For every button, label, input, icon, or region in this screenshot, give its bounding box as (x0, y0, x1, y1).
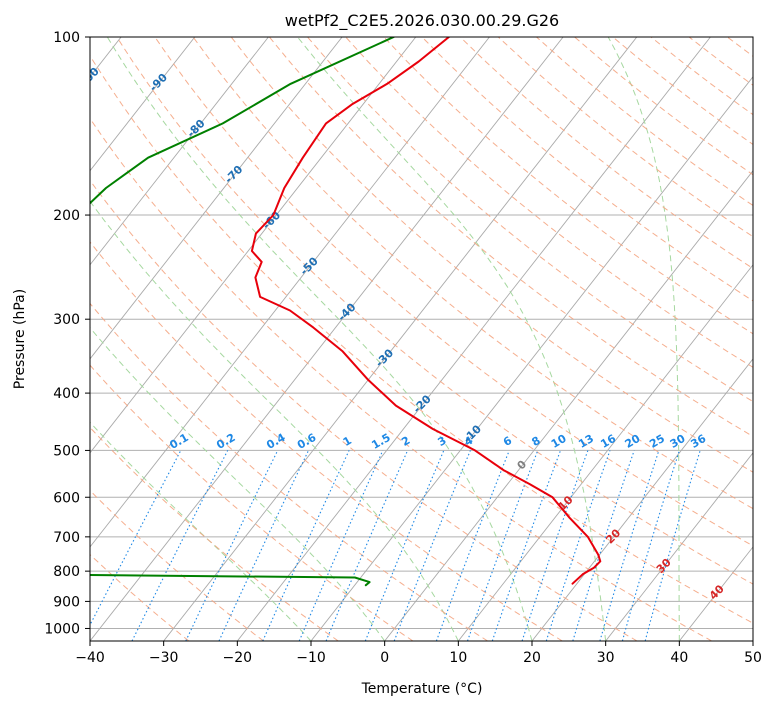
mixing-ratio-line (572, 450, 635, 641)
mixing-ratio-line (521, 450, 589, 641)
isotherm-line (163, 37, 638, 641)
isotherm-line (90, 37, 417, 454)
y-tick-label: 1000 (44, 621, 80, 637)
pressure-gridlines (90, 37, 753, 629)
x-tick-label: 20 (523, 650, 541, 666)
mixing-ratio-line (131, 450, 229, 641)
moist-adiabat (90, 200, 459, 641)
dry-adiabat (90, 117, 712, 641)
dry-adiabat (90, 179, 638, 641)
dry-adiabat (90, 426, 339, 641)
mixing-ratio-line (364, 450, 445, 641)
y-axis-ticks: 1000 900 800 700 600 500 400 300 200 100 (44, 30, 90, 637)
x-tick-label: 10 (449, 650, 467, 666)
y-tick-label: 400 (53, 386, 80, 402)
x-tick-label: 40 (670, 650, 688, 666)
dry-adiabat (90, 241, 563, 641)
dry-adiabat (230, 37, 753, 473)
y-tick-label: 300 (53, 312, 80, 328)
moist-adiabat (90, 421, 312, 641)
dewpoint-line (90, 37, 395, 587)
x-tick-label: 50 (744, 650, 762, 666)
isotherm-line (90, 37, 196, 172)
mixing-ratio-line (298, 450, 384, 641)
x-tick-label: −20 (223, 650, 253, 666)
y-tick-label: 200 (53, 208, 80, 224)
x-axis-label: Temperature (°C) (361, 681, 483, 697)
isotherm-lines (90, 37, 753, 641)
mixing-ratio-lines (90, 450, 701, 641)
isotherm-line (605, 452, 753, 641)
mixing-ratio-line (599, 450, 660, 641)
dry-adiabat (90, 302, 488, 641)
mixing-ratio-line (545, 450, 611, 641)
mixing-ratio-line (262, 450, 350, 641)
dry-adiabat (90, 364, 414, 641)
y-tick-label: 700 (53, 530, 80, 546)
x-tick-label: 30 (597, 650, 615, 666)
x-axis-ticks: −40 −30 −20 −10 0 10 20 30 40 50 (75, 641, 762, 666)
plot-area (90, 37, 753, 641)
dry-adiabat (90, 54, 753, 624)
mixing-ratio-line (644, 450, 701, 641)
dry-adiabat (90, 553, 190, 641)
dry-adiabat (154, 37, 753, 547)
mixing-ratio-line (466, 450, 539, 641)
y-tick-label: 100 (53, 30, 80, 46)
isotherm-line (531, 358, 753, 641)
chart-title: wetPf2_C2E5.2026.030.00.29.G26 (285, 11, 559, 31)
y-axis-label: Pressure (hPa) (12, 289, 28, 389)
y-tick-label: 500 (53, 443, 80, 459)
x-tick-label: 0 (380, 650, 389, 666)
moist-adiabat (607, 37, 680, 641)
sounding-series (90, 37, 602, 587)
dry-adiabat (116, 37, 753, 585)
dry-adiabat (192, 37, 753, 510)
isotherm-line (457, 264, 753, 641)
y-tick-label: 600 (53, 490, 80, 506)
plot-frame (89, 36, 754, 642)
mixing-ratio-line (393, 450, 471, 641)
isotherm-line (90, 37, 343, 360)
dry-adiabat (269, 37, 753, 438)
isotherm-line (236, 37, 711, 641)
mixing-ratio-line (325, 450, 409, 641)
x-tick-label: −30 (149, 650, 179, 666)
moist-adiabat (297, 37, 607, 641)
isotherm-line (310, 75, 753, 641)
dry-adiabat-lines (90, 37, 753, 641)
isotherm-line (90, 37, 490, 548)
mixing-ratio-line (621, 450, 680, 641)
temperature-line (250, 37, 602, 585)
y-tick-label: 900 (53, 594, 80, 610)
y-tick-label: 800 (53, 564, 80, 580)
moist-adiabat (106, 37, 533, 641)
x-tick-label: −10 (296, 650, 326, 666)
isotherm-line (384, 170, 753, 641)
dry-adiabat (421, 37, 753, 302)
mixing-ratio-line (435, 450, 510, 641)
x-tick-label: −40 (75, 650, 105, 666)
